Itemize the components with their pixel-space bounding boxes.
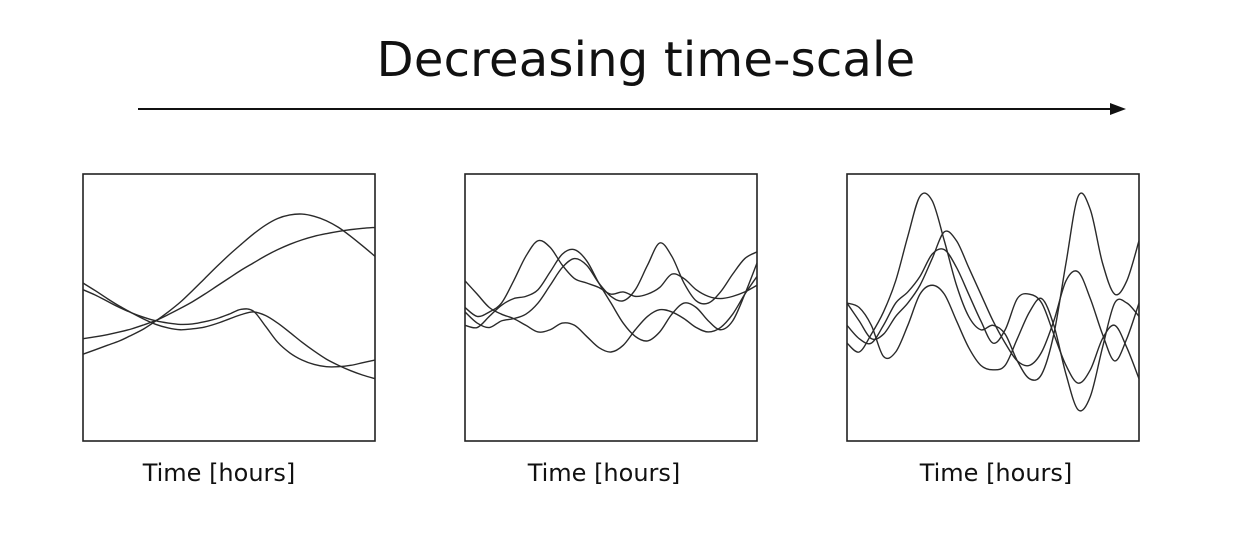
- sample-curve-1: [846, 192, 1140, 381]
- chart-title: Decreasing time-scale: [376, 32, 916, 88]
- sample-curve-2: [846, 230, 1140, 367]
- panel-medium-timescale: [464, 173, 758, 442]
- arrow-head: [1110, 103, 1126, 115]
- plot-frame: [464, 173, 758, 442]
- sample-curve-1: [464, 239, 758, 318]
- sample-curve-2: [82, 226, 376, 340]
- panel-long-timescale: [82, 173, 376, 442]
- sample-curve-4: [82, 289, 376, 368]
- sample-curve-3: [846, 248, 1140, 384]
- panel-short-timescale: [846, 173, 1140, 442]
- sample-curve-1: [82, 213, 376, 355]
- sample-curve-4: [464, 275, 758, 353]
- sample-curve-3: [464, 242, 758, 329]
- x-axis-label: Time [hours]: [527, 459, 681, 487]
- sample-curve-4: [846, 284, 1140, 412]
- plot-area: [464, 173, 758, 442]
- plot-frame: [846, 173, 1140, 442]
- plot-frame: [82, 173, 376, 442]
- x-axis-label: Time [hours]: [142, 459, 296, 487]
- x-axis-label: Time [hours]: [919, 459, 1073, 487]
- plot-area: [846, 173, 1140, 442]
- sample-curve-2: [464, 248, 758, 342]
- plot-area: [82, 173, 376, 442]
